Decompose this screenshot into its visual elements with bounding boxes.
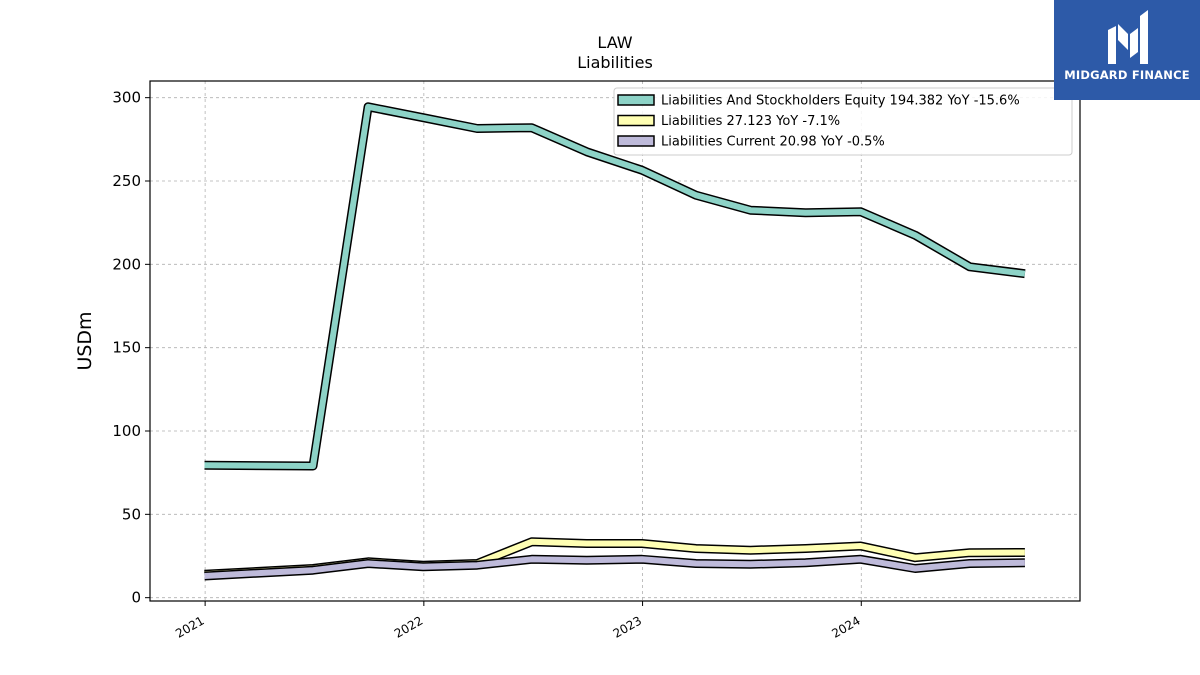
- y-tick-label: 250: [112, 172, 141, 190]
- legend-swatch: [617, 135, 655, 147]
- legend-swatch: [617, 94, 655, 106]
- legend-swatch: [617, 114, 655, 127]
- legend-label: Liabilities And Stockholders Equity 194.…: [661, 94, 1020, 109]
- legend: Liabilities And Stockholders Equity 194.…: [613, 87, 1073, 156]
- series-0-line: [204, 103, 1026, 469]
- series-lines: [204, 102, 1026, 581]
- x-tick-label: 2023: [611, 613, 644, 640]
- y-tick-label: 0: [131, 589, 141, 607]
- logo-text: MIDGARD FINANCE: [1064, 68, 1190, 82]
- plot-frame: [149, 80, 1081, 602]
- chart-title: LAW: [597, 33, 632, 52]
- y-tick-label: 300: [112, 89, 141, 107]
- legend-label: Liabilities 27.123 YoY -7.1%: [661, 114, 840, 129]
- x-tick-label: 2021: [173, 613, 206, 640]
- y-tick-label: 100: [112, 422, 141, 440]
- y-tick-label: 200: [112, 255, 141, 273]
- legend-box: [613, 87, 1073, 156]
- y-tick-label: 150: [112, 339, 141, 357]
- x-tick-label: 2022: [392, 613, 425, 640]
- y-tick-label: 50: [122, 505, 141, 523]
- brand-logo: MIDGARD FINANCE: [1054, 0, 1200, 100]
- legend-label: Liabilities Current 20.98 YoY -0.5%: [661, 135, 885, 150]
- midgard-logo-icon: [1108, 10, 1148, 64]
- chart-subtitle: Liabilities: [577, 53, 653, 72]
- series-2-line: [204, 556, 1025, 579]
- y-axis-label: USDm: [74, 311, 96, 370]
- x-tick-label: 2024: [829, 613, 862, 640]
